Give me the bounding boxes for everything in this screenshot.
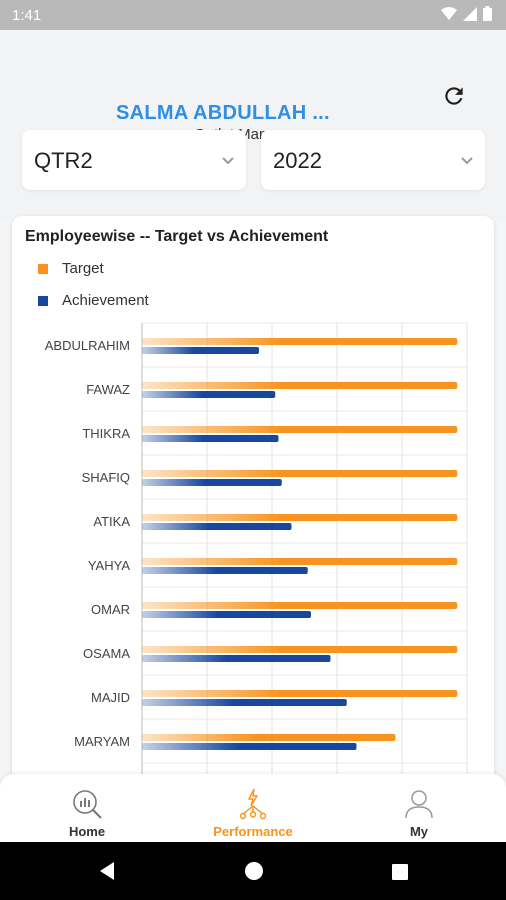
year-value: 2022 [273,148,322,173]
bar-achievement [142,391,276,398]
chevron-down-icon [461,157,473,165]
status-icons [441,6,492,21]
system-nav-bar [0,842,506,900]
bar-achievement [142,611,311,618]
bar-target [142,514,458,521]
refresh-button[interactable] [438,80,470,112]
nav-my[interactable]: My [335,774,503,842]
bar-target [142,426,458,433]
bar-achievement [142,655,331,662]
bar-achievement [142,347,259,354]
bar-target [142,338,458,345]
category-label: ATIKA [93,514,130,529]
bar-achievement [142,743,357,750]
category-label: FAWAZ [86,382,130,397]
user-name: SALMA ABDULLAH ... [116,102,330,124]
category-label: MAJID [91,690,130,705]
category-label: SHAFIQ [82,470,130,485]
nav-performance-label: Performance [213,824,293,839]
bar-target [142,734,396,741]
signal-icon [463,6,477,21]
category-label: MARYAM [74,734,130,749]
bar-target [142,646,458,653]
bar-achievement [142,479,282,486]
chevron-down-icon [222,157,234,165]
bar-achievement [142,435,279,442]
bar-achievement [142,699,347,706]
category-label: OMAR [91,602,130,617]
status-bar: 1:41 [0,0,506,30]
legend-swatch-target [38,263,48,274]
refresh-icon [445,87,463,105]
category-label: ABDULRAHIM [45,338,130,353]
legend-label-target: Target [62,260,104,277]
user-icon [405,790,433,819]
bar-target [142,470,458,477]
header: SALMA ABDULLAH ... Outlet Manager [0,30,506,220]
nav-home[interactable]: Home [3,774,171,842]
chart-title: Employeewise -- Target vs Achievement [25,228,329,245]
quarter-value: QTR2 [34,148,93,173]
legend-achievement: Achievement [38,292,149,309]
legend-label-achievement: Achievement [62,292,149,309]
recents-icon[interactable] [391,863,409,881]
status-time: 1:41 [12,7,42,24]
nav-home-label: Home [68,824,106,839]
bar-chart: ABDULRAHIM FAWAZ THIKRA SHAFIQ ATIKA YAHYA OMA… [45,322,468,779]
bar-target [142,602,458,609]
battery-icon [483,6,492,21]
bottom-nav: Home Performance My [0,774,506,842]
nav-performance[interactable]: Performance [169,774,337,842]
wifi-icon [441,6,457,20]
bar-achievement [142,567,308,574]
bar-target [142,558,458,565]
performance-icon [239,788,267,820]
search-chart-icon [73,790,102,819]
back-icon[interactable] [97,861,117,881]
nav-my-label: My [409,824,429,839]
bar-achievement [142,523,292,530]
legend-target: Target [38,260,104,277]
quarter-select[interactable]: QTR2 [22,130,246,190]
category-label: OSAMA [83,646,130,661]
bar-target [142,690,458,697]
year-select[interactable]: 2022 [261,130,485,190]
bar-target [142,382,458,389]
legend-swatch-achievement [38,295,48,306]
category-label: YAHYA [88,558,130,573]
home-circle-icon[interactable] [244,861,264,881]
category-label: THIKRA [82,426,130,441]
chart-card: Employeewise -- Target vs Achievement Ta… [12,216,494,816]
